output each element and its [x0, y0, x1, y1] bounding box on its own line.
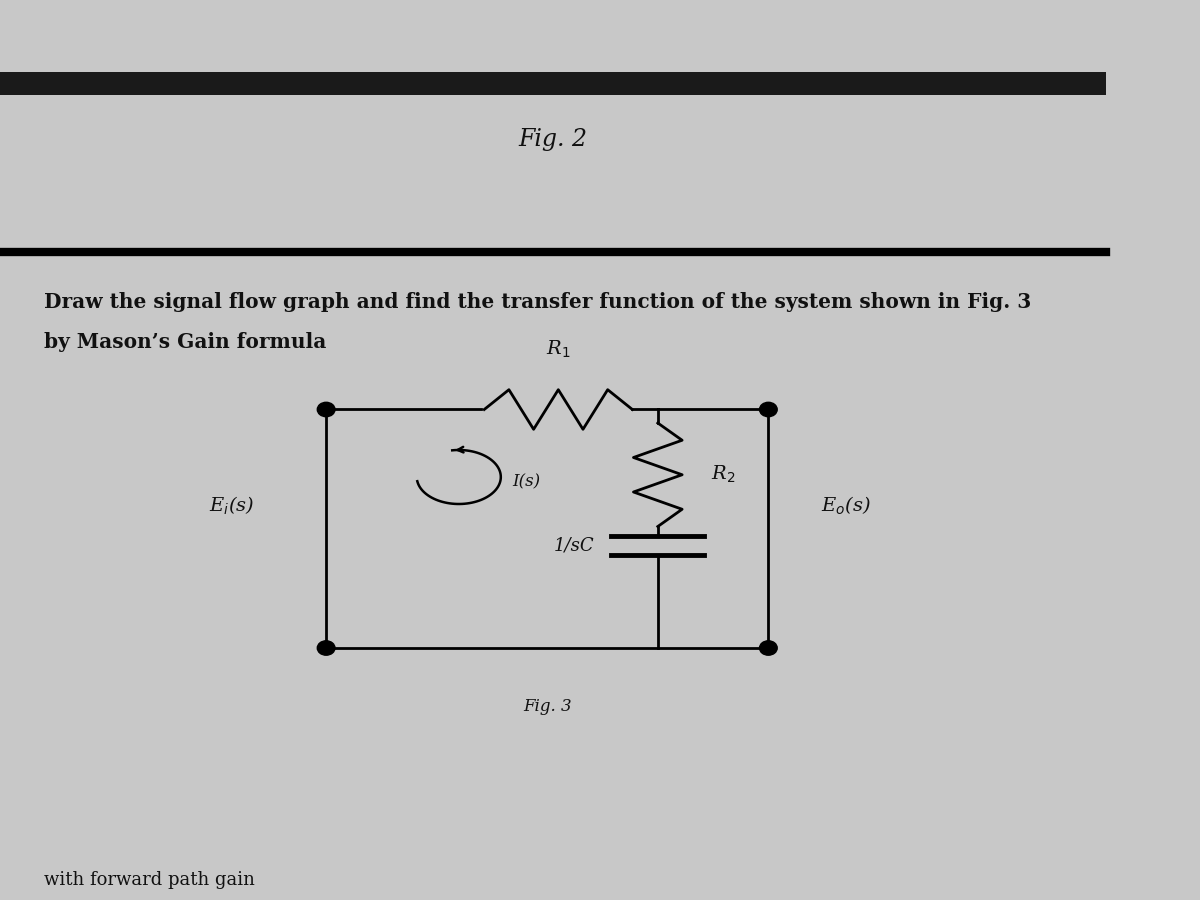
Text: with forward path gain: with forward path gain — [44, 871, 256, 889]
Text: Fig. 2: Fig. 2 — [518, 128, 587, 151]
Text: E$_i$(s): E$_i$(s) — [210, 495, 254, 518]
FancyBboxPatch shape — [0, 72, 1105, 94]
Text: I(s): I(s) — [512, 473, 540, 490]
Text: 1/sC: 1/sC — [554, 536, 595, 554]
Circle shape — [760, 641, 778, 655]
Circle shape — [760, 402, 778, 417]
Text: by Mason’s Gain formula: by Mason’s Gain formula — [44, 332, 326, 352]
Text: Fig. 3: Fig. 3 — [523, 698, 571, 715]
Text: R$_2$: R$_2$ — [710, 464, 736, 485]
Circle shape — [317, 641, 335, 655]
Text: E$_o$(s): E$_o$(s) — [821, 495, 871, 518]
Circle shape — [317, 402, 335, 417]
Text: Draw the signal flow graph and find the transfer function of the system shown in: Draw the signal flow graph and find the … — [44, 292, 1032, 311]
Text: R$_1$: R$_1$ — [546, 338, 570, 360]
